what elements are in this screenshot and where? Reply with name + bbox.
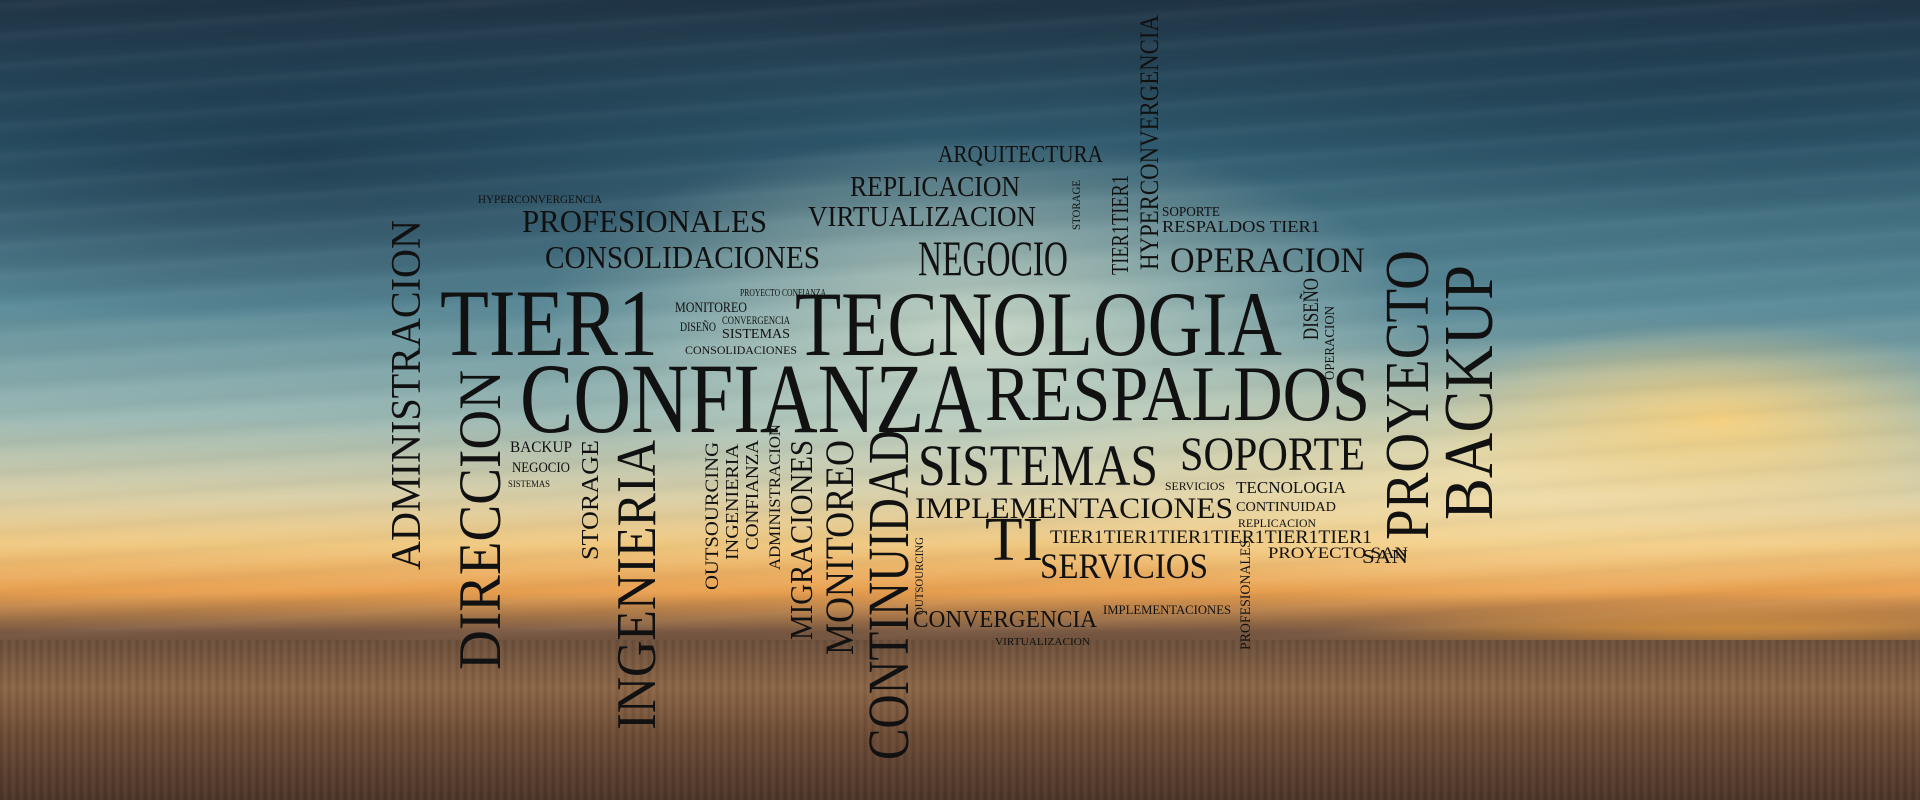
word-storage: STORAGE — [1069, 180, 1083, 230]
word-operacion: OPERACION — [1170, 240, 1365, 280]
word-ingenieria: INGENIERIA — [606, 440, 668, 730]
word-replicacion-small: REPLICACION — [1238, 516, 1316, 530]
word-proyecto-san: PROYECTO SAN — [1268, 545, 1409, 562]
word-servicios-small: SERVICIOS — [1165, 479, 1225, 493]
sunset-sky — [0, 0, 1920, 640]
word-arquitectura: ARQUITECTURA — [938, 142, 1104, 168]
word-migraciones: MIGRACIONES — [783, 440, 819, 640]
word-respaldos-tier1: RESPALDOS TIER1 — [1162, 217, 1320, 236]
word-monitoreo: MONITOREO — [817, 440, 862, 655]
word-confianza-v: CONFIANZA — [742, 440, 762, 550]
word-servicios: SERVICIOS — [1040, 546, 1208, 586]
word-soporte-small: SOPORTE — [1162, 205, 1220, 220]
word-administracion: ADMINISTRACION — [384, 220, 430, 570]
word-storage-v: STORAGE — [578, 440, 604, 560]
word-ti: TI — [985, 506, 1043, 574]
word-replicacion: REPLICACION — [850, 172, 1020, 203]
word-tecnologia: TECNOLOGIA — [795, 273, 1282, 375]
word-negocio: NEGOCIO — [918, 230, 1068, 286]
word-implementaciones: IMPLEMENTACIONES — [915, 492, 1233, 525]
word-convergencia-small: CONVERGENCIA — [722, 313, 790, 327]
word-consolidaciones-small: CONSOLIDACIONES — [685, 343, 797, 357]
word-sistemas-small2: SISTEMAS — [722, 327, 790, 342]
word-continuidad: CONTINUIDAD — [856, 430, 921, 760]
word-operacion-v: OPERACION — [1323, 306, 1338, 380]
word-proyecto: PROYECTO — [1374, 250, 1442, 540]
word-confianza: CONFIANZA — [520, 343, 982, 454]
word-tier-row: TIER1TIER1TIER1TIER1TIER1TIER1 — [1050, 527, 1372, 548]
word-outsourcing: OUTSOURCING — [912, 537, 926, 615]
word-tecnologia-small: TECNOLOGIA — [1236, 478, 1347, 497]
word-hyperconvergencia-small: HYPERCONVERGENCIA — [478, 192, 602, 206]
grass-field — [0, 640, 1920, 800]
word-monitoreo-small: MONITOREO — [675, 300, 747, 316]
word-negocio-small: NEGOCIO — [512, 460, 570, 476]
word-proyecto-confianza: PROYECTO CONFIANZA — [740, 288, 827, 299]
word-backup-small: BACKUP — [510, 439, 572, 456]
word-san: SAN — [1362, 546, 1408, 568]
word-direccion: DIRECCION — [447, 370, 513, 670]
word-sistemas-small: SISTEMAS — [508, 479, 550, 489]
word-profesionales-v: PROFESIONALES — [1238, 540, 1254, 650]
word-consolidaciones: CONSOLIDACIONES — [545, 239, 820, 275]
cloud-streaks — [0, 0, 1920, 640]
word-profesionales: PROFESIONALES — [522, 203, 767, 239]
word-hyperconvergencia-v: HYPERCONVERGENCIA — [1135, 15, 1164, 270]
word-soporte: SOPORTE — [1180, 428, 1365, 481]
word-outsourcing-v: OUTSOURCING — [702, 442, 723, 590]
word-backup: BACKUP — [1431, 265, 1508, 520]
word-virtualizacion-small: VIRTUALIZACION — [995, 636, 1090, 648]
word-administracion-v: ADMINISTRACION — [767, 424, 784, 570]
word-tier1: TIER1 — [440, 270, 658, 376]
word-ingenieria-v: INGENIERIA — [722, 444, 742, 560]
word-diseno-small: DISEÑO — [680, 319, 716, 334]
word-continuidad-small: CONTINUIDAD — [1236, 500, 1336, 515]
word-sistemas: SISTEMAS — [918, 433, 1158, 498]
word-convergencia: CONVERGENCIA — [913, 607, 1098, 633]
word-diseno-v: DISEÑO — [1298, 278, 1323, 340]
word-tier1-v: TIER1TIER1 — [1108, 175, 1134, 275]
word-virtualizacion: VIRTUALIZACION — [808, 202, 1036, 233]
word-respaldos: RESPALDOS — [985, 350, 1370, 437]
word-implementaciones-small: IMPLEMENTACIONES — [1103, 602, 1231, 617]
